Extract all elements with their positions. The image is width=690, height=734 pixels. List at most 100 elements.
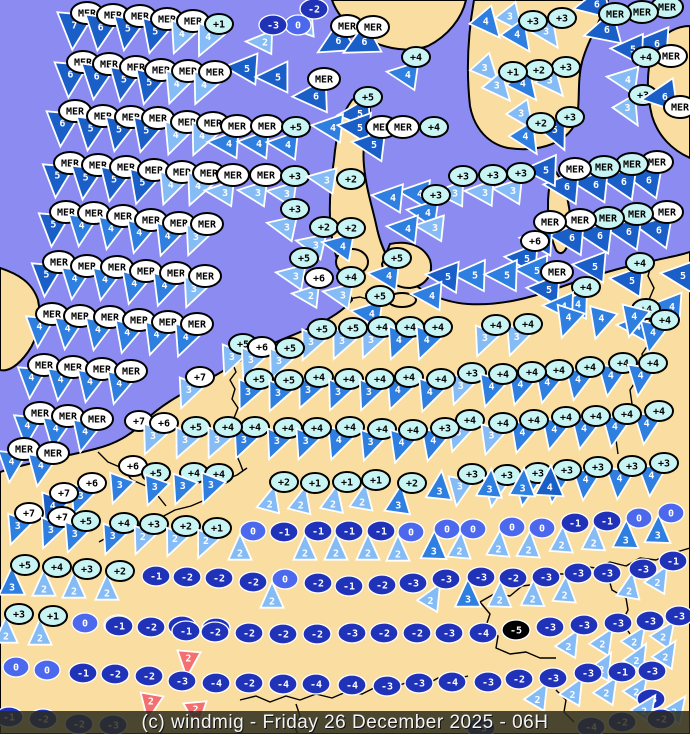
- station-marker: 3 +3: [462, 164, 508, 208]
- wind-speed-label: 4: [58, 375, 64, 386]
- wind-arrow: [369, 182, 404, 215]
- wind-arrow: [486, 578, 513, 609]
- temperature-oval: [234, 622, 264, 644]
- wind-arrow: [408, 280, 443, 312]
- temperature-oval: [33, 659, 61, 681]
- wind-speed-label: 5: [43, 270, 49, 281]
- temperature-oval: [71, 510, 101, 532]
- station-marker: 30: [643, 502, 685, 544]
- station-marker: 2+1: [197, 517, 232, 561]
- wind-arrow: [610, 93, 639, 128]
- temperature-label: +3: [658, 459, 670, 470]
- station-marker: 3+5: [0, 554, 40, 596]
- temperature-label: -2: [308, 5, 320, 16]
- temperature-oval: [302, 623, 332, 645]
- temperature-label: +3: [527, 17, 539, 28]
- sea-marker-label: MER: [93, 365, 112, 376]
- temperature-label: -1: [616, 668, 628, 679]
- sea-marker-label: MER: [167, 269, 186, 280]
- wind-speed-label: 3: [507, 12, 513, 23]
- temperature-label: +4: [464, 416, 476, 427]
- temperature-label: 0: [539, 524, 545, 535]
- wind-arrow: [304, 166, 338, 196]
- wind-arrow: [382, 482, 412, 516]
- wind-speed-label: 2: [148, 697, 154, 708]
- temperature-oval: [423, 316, 453, 338]
- wind-arrow: [259, 579, 285, 609]
- wind-speed-label: 3: [432, 223, 438, 234]
- temperature-oval: [459, 518, 487, 540]
- temperature-oval: [141, 565, 171, 587]
- temperature-label: 0: [82, 619, 88, 630]
- temperature-oval: [397, 472, 427, 494]
- station-marker: 3 +3: [490, 162, 536, 206]
- temperature-label: 0: [470, 525, 476, 536]
- temperature-oval: [394, 366, 424, 388]
- temperature-oval: [239, 520, 267, 542]
- station-marker: 2+2: [165, 515, 201, 559]
- temperature-oval: [275, 337, 305, 359]
- temperature-label: +3: [466, 470, 478, 481]
- station-marker: -2: [172, 566, 202, 588]
- wind-speed-label: 4: [195, 181, 201, 192]
- temperature-label: +4: [590, 412, 602, 423]
- station-marker: 3 +1: [480, 61, 528, 103]
- wind-speed-label: 3: [514, 332, 520, 343]
- wind-arrow: [570, 250, 607, 285]
- station-marker: 2 -3: [619, 610, 665, 656]
- temperature-oval: [644, 400, 674, 422]
- temperature-oval: [365, 285, 395, 307]
- wind-speed-label: 3: [305, 385, 311, 396]
- temperature-label: -1: [150, 572, 162, 583]
- wind-speed-label: 6: [646, 175, 652, 186]
- temperature-oval: [498, 61, 528, 83]
- wind-speed-label: 5: [445, 272, 451, 283]
- temperature-oval: [419, 116, 449, 138]
- station-marker: -3: [167, 670, 197, 692]
- temperature-oval: [607, 661, 637, 683]
- sea-marker-label: MER: [662, 52, 681, 63]
- temperature-oval: [473, 671, 503, 693]
- wind-arrow: [348, 480, 374, 512]
- wind-arrow: [621, 303, 652, 340]
- wind-speed-label: 4: [201, 80, 207, 91]
- wind-speed-label: 6: [564, 182, 570, 193]
- temperature-oval: [528, 517, 556, 539]
- station-marker: -2: [238, 571, 268, 593]
- station-marker: -2: [504, 668, 534, 690]
- wind-arrow: [462, 178, 495, 208]
- temperature-label: +4: [410, 53, 422, 64]
- station-marker: 3+5: [332, 317, 368, 362]
- temperature-label: +5: [374, 292, 386, 303]
- wind-speed-label: 7: [71, 21, 77, 32]
- sea-marker-label: MER: [131, 12, 150, 23]
- temperature-oval: [421, 184, 451, 206]
- wind-speed-label: 5: [275, 73, 281, 84]
- wind-speed-label: 2: [172, 534, 178, 545]
- temperature-label: -4: [346, 681, 358, 692]
- station-marker: -2: [303, 572, 333, 594]
- wind-speed-label: 2: [140, 532, 146, 543]
- sea-marker-oval: [180, 312, 214, 336]
- caption-bar: (c) windmig - Friday 26 December 2025 - …: [0, 711, 690, 734]
- temperature-oval: [612, 403, 642, 425]
- station-marker: 3+4: [358, 368, 395, 413]
- temperature-oval: [551, 406, 581, 428]
- temperature-label: -1: [343, 582, 355, 593]
- wind-speed-label: 5: [504, 271, 510, 282]
- temperature-oval: [520, 230, 550, 252]
- wind-speed-label: 5: [139, 178, 145, 189]
- station-marker: 3+5: [273, 247, 319, 292]
- station-marker: MER: [386, 115, 420, 139]
- station-marker: 3+4: [266, 417, 303, 462]
- wind-arrow: [384, 213, 419, 246]
- temperature-oval: [517, 361, 547, 383]
- temperature-oval: [274, 369, 304, 391]
- wind-speed-label: 4: [79, 221, 85, 232]
- station-marker: -4: [437, 671, 467, 693]
- sea-marker-label: MER: [100, 60, 119, 71]
- wind-speed-label: 3: [293, 271, 299, 282]
